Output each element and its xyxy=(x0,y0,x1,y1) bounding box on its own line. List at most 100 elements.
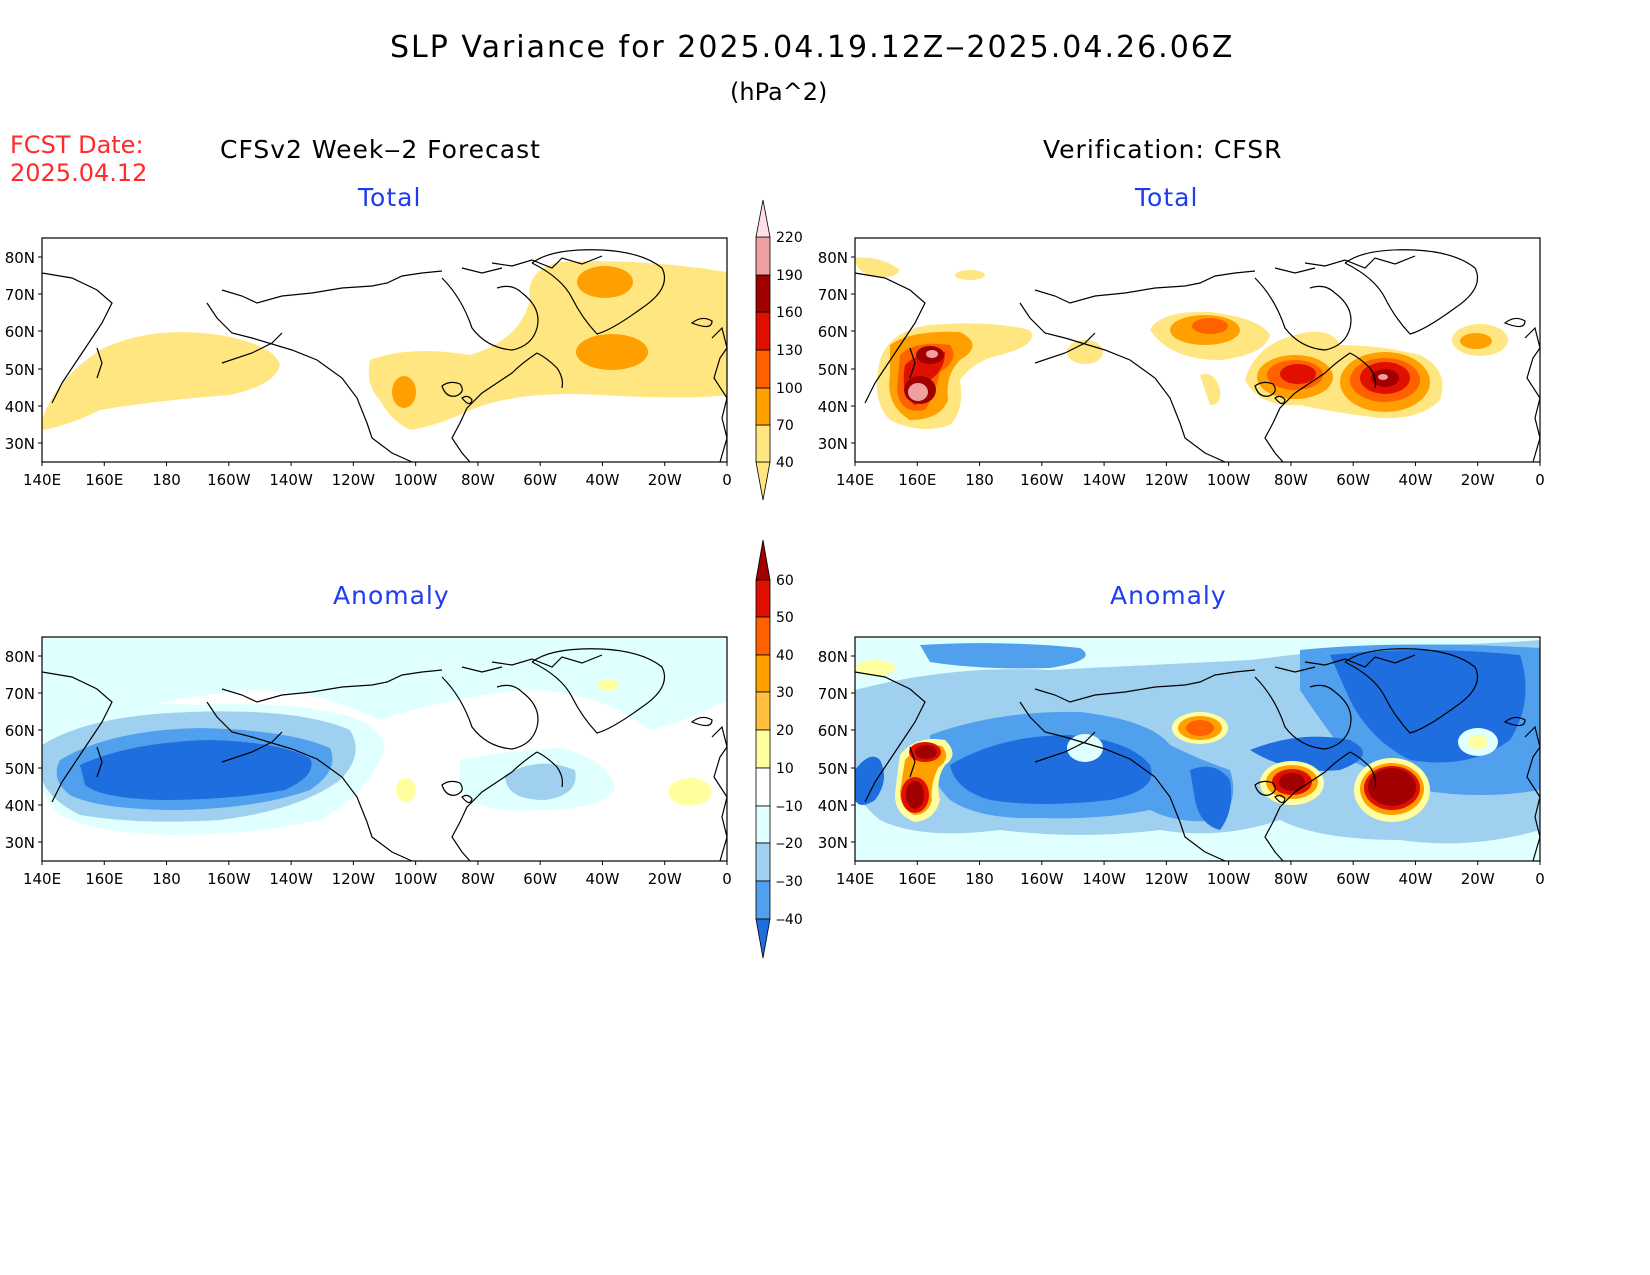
lon-tick-label: 180 xyxy=(965,471,994,489)
lat-tick-label: 80N xyxy=(818,249,848,267)
colorbar-anomaly-swatch xyxy=(755,654,771,693)
colorbar-anomaly-lower-arrow xyxy=(755,918,771,959)
colorbar-anomaly-swatch xyxy=(755,579,771,618)
lat-tick-label: 60N xyxy=(5,722,35,740)
colorbar-total: 40 70 100 130 160 190 220 xyxy=(755,199,803,501)
lon-tick-label: 60W xyxy=(1336,471,1370,489)
lat-tick-label: 60N xyxy=(818,323,848,341)
colorbar-total-swatch xyxy=(755,424,771,463)
lat-tick-label: 50N xyxy=(5,760,35,778)
colorbar-total-lower-arrow xyxy=(755,461,771,501)
forecast-total-shading xyxy=(42,261,727,430)
colorbar-anomaly-upper-arrow xyxy=(755,539,771,581)
colorbar-total-level-label: 190 xyxy=(776,268,803,284)
lat-tick-label: 40N xyxy=(818,398,848,416)
lon-tick-label: 0 xyxy=(722,870,732,888)
fcst-date-value: 2025.04.12 xyxy=(10,159,148,187)
lon-tick-label: 140W xyxy=(269,471,313,489)
lat-tick-label: 70N xyxy=(818,685,848,703)
colorbar-total-level-label: 40 xyxy=(776,455,794,471)
colorbar-anomaly-swatch xyxy=(755,842,771,882)
lat-tick-label: 80N xyxy=(5,648,35,666)
lat-tick-label: 50N xyxy=(5,361,35,379)
lon-tick-label: 100W xyxy=(394,870,438,888)
lat-tick-label: 50N xyxy=(818,760,848,778)
lon-tick-label: 140E xyxy=(836,870,874,888)
lon-tick-label: 80W xyxy=(461,471,495,489)
lon-tick-label: 160E xyxy=(85,870,123,888)
lat-tick-label: 70N xyxy=(818,286,848,304)
lon-tick-label: 20W xyxy=(1461,870,1495,888)
forecast-anomaly-shading xyxy=(42,637,727,835)
colorbar-total-level-label: 160 xyxy=(776,305,803,321)
lat-tick-label: 40N xyxy=(5,797,35,815)
lon-tick-label: 40W xyxy=(585,870,619,888)
lon-tick-label: 160E xyxy=(85,471,123,489)
colorbar-total-upper-arrow xyxy=(755,199,771,238)
lon-tick-label: 60W xyxy=(523,471,557,489)
lon-tick-label: 180 xyxy=(152,870,181,888)
lon-tick-label: 60W xyxy=(1336,870,1370,888)
verification-anomaly-shading xyxy=(855,640,1540,844)
lon-tick-label: 80W xyxy=(461,870,495,888)
colorbar-total-swatch xyxy=(755,274,771,313)
colorbar-anomaly-level-label: 20 xyxy=(776,723,794,739)
lat-tick-label: 50N xyxy=(818,361,848,379)
lon-tick-label: 80W xyxy=(1274,870,1308,888)
panel-verification-anomaly xyxy=(854,636,1541,862)
lat-tick-label: 80N xyxy=(5,249,35,267)
lon-tick-label: 40W xyxy=(1398,471,1432,489)
lat-tick-label: 30N xyxy=(5,435,35,453)
lon-tick-label: 140W xyxy=(1082,870,1126,888)
lon-tick-label: 160W xyxy=(207,471,251,489)
figure-title: SLP Variance for 2025.04.19.12Z‒2025.04.… xyxy=(390,30,1235,65)
verification-total-shading xyxy=(855,257,1508,429)
lat-tick-label: 60N xyxy=(818,722,848,740)
lon-tick-label: 0 xyxy=(1535,471,1545,489)
lon-tick-label: 20W xyxy=(1461,471,1495,489)
colorbar-anomaly-swatch xyxy=(755,805,771,844)
lon-tick-label: 60W xyxy=(523,870,557,888)
panel-verification-anomaly-label: Anomaly xyxy=(1110,581,1227,610)
colorbar-anomaly-level-label: ‒20 xyxy=(776,836,803,852)
axes-layer: 80N 70N 60N 50N 40N 30N 140E 160E 180 160W 140W 120… xyxy=(5,249,1545,888)
lon-tick-label: 0 xyxy=(1535,870,1545,888)
panel-forecast-anomaly xyxy=(41,636,728,862)
colorbar-total-level-label: 130 xyxy=(776,343,803,359)
units-label: (hPa^2) xyxy=(730,78,828,106)
right-column-title: Verification: CFSR xyxy=(1043,135,1283,164)
lon-tick-label: 160E xyxy=(898,870,936,888)
lon-tick-label: 160E xyxy=(898,471,936,489)
lon-tick-label: 120W xyxy=(332,471,376,489)
colorbar-total-swatch xyxy=(755,349,771,389)
panel-forecast-total-label: Total xyxy=(358,183,422,212)
lon-tick-label: 0 xyxy=(722,471,732,489)
lon-tick-label: 40W xyxy=(1398,870,1432,888)
colorbar-anomaly-swatch xyxy=(755,616,771,656)
lon-tick-label: 140W xyxy=(269,870,313,888)
lat-tick-label: 40N xyxy=(818,797,848,815)
colorbar-anomaly-swatch xyxy=(755,880,771,920)
colorbar-anomaly-level-label: 50 xyxy=(776,610,794,626)
colorbar-anomaly-swatch xyxy=(755,729,771,769)
colorbar-anomaly-swatch xyxy=(755,691,771,731)
lon-tick-label: 140E xyxy=(836,471,874,489)
lon-tick-label: 120W xyxy=(1145,870,1189,888)
colorbar-total-swatch xyxy=(755,387,771,426)
left-column-title: CFSv2 Week‒2 Forecast xyxy=(220,135,541,164)
colorbar-anomaly-level-label: 10 xyxy=(776,761,794,777)
lat-tick-label: 30N xyxy=(818,834,848,852)
lon-tick-label: 20W xyxy=(648,870,682,888)
lon-tick-label: 100W xyxy=(1207,870,1251,888)
lon-tick-label: 20W xyxy=(648,471,682,489)
panel-forecast-anomaly-label: Anomaly xyxy=(333,581,450,610)
colorbar-total-swatch xyxy=(755,311,771,351)
lon-tick-label: 140E xyxy=(23,870,61,888)
lon-tick-label: 180 xyxy=(152,471,181,489)
colorbar-total-level-label: 220 xyxy=(776,230,803,246)
colorbar-anomaly: 60 50 40 30 20 10 ‒10 ‒20 ‒30 ‒40 xyxy=(755,539,803,959)
lon-tick-label: 120W xyxy=(1145,471,1189,489)
lat-tick-label: 70N xyxy=(5,286,35,304)
lon-tick-label: 160W xyxy=(1020,870,1064,888)
